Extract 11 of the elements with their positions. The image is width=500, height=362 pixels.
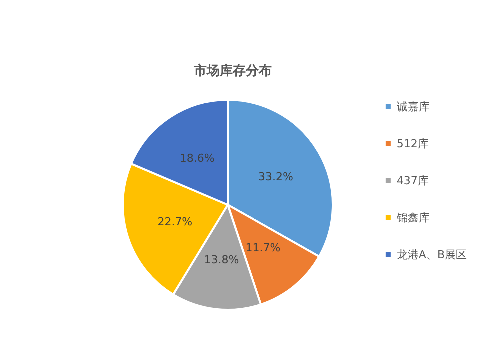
data-label: 11.7%: [246, 241, 281, 254]
legend-label: 诚嘉库: [396, 100, 430, 114]
legend-label: 512库: [396, 138, 429, 150]
data-label: 33.2%: [258, 170, 294, 184]
legend-label: 龙港A、B展区: [396, 248, 468, 262]
legend-label: 锦鑫库: [396, 212, 430, 224]
chart-title: 市场库存分布: [193, 63, 272, 79]
data-label: 22.7%: [158, 215, 193, 228]
data-label: 18.6%: [180, 152, 215, 166]
legend-label: 437库: [396, 174, 429, 188]
data-label: 13.8%: [204, 254, 240, 267]
